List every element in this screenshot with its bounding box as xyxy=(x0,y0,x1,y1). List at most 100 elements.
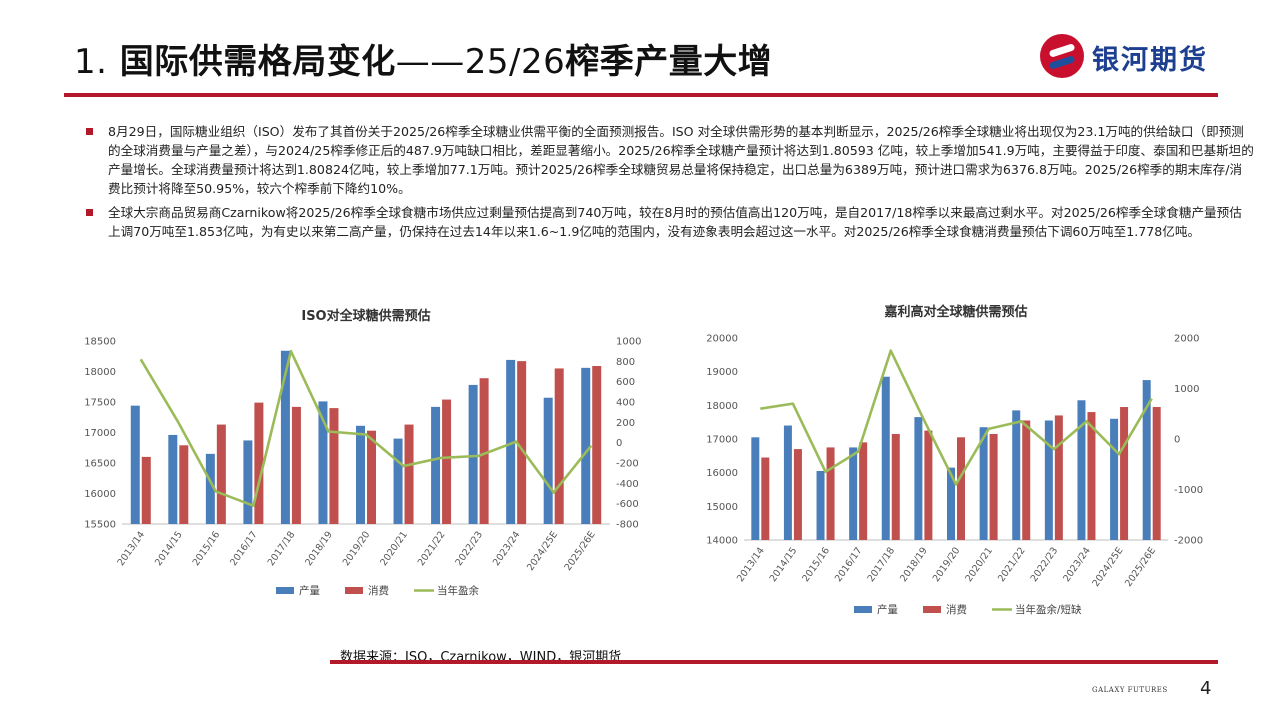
bar-production xyxy=(1142,380,1151,540)
bar-consumption xyxy=(793,449,802,540)
y-left-tick-label: 17000 xyxy=(706,435,738,446)
bar-consumption xyxy=(367,430,376,524)
bar-production xyxy=(1110,418,1119,540)
bar-consumption xyxy=(404,424,414,524)
bar-consumption xyxy=(859,442,868,540)
x-category-label: 2013/14 xyxy=(116,529,148,568)
galaxy-futures-logo: 银河期货 xyxy=(1040,34,1220,78)
y-right-tick-label: 1000 xyxy=(1174,384,1199,395)
bar-production xyxy=(581,367,591,524)
bar-production xyxy=(751,437,760,540)
y-right-tick-label: -1000 xyxy=(1174,485,1203,496)
bar-production xyxy=(1012,410,1021,540)
legend-label: 消费 xyxy=(368,584,389,597)
legend-swatch-consumption xyxy=(345,587,363,594)
y-left-tick-label: 16000 xyxy=(84,489,116,500)
bar-consumption xyxy=(1152,407,1161,540)
x-category-label: 2017/18 xyxy=(266,529,298,568)
bar-consumption xyxy=(891,433,900,540)
y-right-tick-label: -600 xyxy=(616,499,639,510)
title-dash: ——25/26 xyxy=(395,42,566,82)
bar-consumption xyxy=(141,456,151,524)
bar-consumption xyxy=(989,433,998,540)
bar-production xyxy=(168,434,178,524)
title-main: 国际供需格局变化 xyxy=(119,42,396,82)
bar-production xyxy=(849,447,858,540)
bar-consumption xyxy=(329,408,339,524)
bar-production xyxy=(979,427,988,540)
bar-consumption xyxy=(592,366,602,524)
y-right-tick-label: 0 xyxy=(616,438,622,449)
y-right-tick-label: 800 xyxy=(616,357,635,368)
bar-consumption xyxy=(254,402,264,524)
legend-label: 当年盈余/短缺 xyxy=(1015,603,1082,616)
title-number: 1. xyxy=(74,42,108,82)
bar-production xyxy=(543,397,553,524)
y-right-tick-label: -2000 xyxy=(1174,536,1203,547)
x-category-label: 2022/23 xyxy=(1029,545,1061,584)
bar-consumption xyxy=(761,457,770,540)
bar-consumption xyxy=(924,430,933,540)
czarnikow-chart-svg: 嘉利高对全球糖供需预估 14000 15000 16000 17000 18000 1900… xyxy=(706,304,1203,616)
x-category-label: 2019/20 xyxy=(341,529,373,568)
bullet-item: 8月29日，国际糖业组织（ISO）发布了其首份关于2025/26榨季全球糖业供需… xyxy=(84,122,1254,198)
bar-production xyxy=(947,467,955,540)
y-left-tick-label: 15500 xyxy=(84,520,116,531)
bar-production xyxy=(783,425,792,540)
bar-production xyxy=(205,453,215,524)
x-category-label: 2016/17 xyxy=(228,529,260,568)
bar-consumption xyxy=(1022,420,1031,540)
bar-consumption xyxy=(479,378,489,524)
bar-production xyxy=(356,425,365,524)
bar-consumption xyxy=(442,399,452,524)
x-category-label: 2014/15 xyxy=(768,545,800,584)
legend-label: 产量 xyxy=(877,603,898,616)
chart-title: ISO对全球糖供需预估 xyxy=(301,308,430,324)
x-category-label: 2020/21 xyxy=(378,529,410,568)
y-right-tick-label: 400 xyxy=(616,398,635,409)
bullet-list: 8月29日，国际糖业组织（ISO）发布了其首份关于2025/26榨季全球糖业供需… xyxy=(84,122,1254,246)
y-right-tick-label: 0 xyxy=(1174,435,1180,446)
bar-consumption xyxy=(291,406,301,524)
logo-text: 银河期货 xyxy=(1092,45,1208,76)
x-category-label: 2023/24 xyxy=(1061,545,1093,584)
bar-production xyxy=(431,406,441,524)
y-left-tick-label: 18000 xyxy=(706,401,738,412)
bar-production xyxy=(393,438,403,524)
y-left-tick-label: 18000 xyxy=(84,367,116,378)
y-left-tick-label: 19000 xyxy=(706,367,738,378)
y-left-tick-label: 14000 xyxy=(706,536,738,547)
bar-consumption xyxy=(216,424,226,524)
bar-production xyxy=(1077,400,1086,540)
bar-consumption xyxy=(1120,407,1129,540)
x-category-label: 2016/17 xyxy=(833,545,865,584)
x-category-label: 2022/23 xyxy=(453,529,485,568)
bar-production xyxy=(468,384,478,524)
bar-consumption xyxy=(1087,412,1096,540)
surplus-line xyxy=(760,349,1153,486)
y-left-tick-label: 15000 xyxy=(706,502,738,513)
bar-consumption xyxy=(179,445,189,524)
footer-divider xyxy=(330,660,1218,664)
y-left-tick-label: 16500 xyxy=(84,459,116,470)
x-category-label: 2023/24 xyxy=(491,529,523,568)
x-category-label: 2018/19 xyxy=(898,545,930,584)
bar-production xyxy=(816,470,825,540)
chart-title: 嘉利高对全球糖供需预估 xyxy=(883,304,1027,320)
page-number: 4 xyxy=(1200,678,1212,699)
y-right-tick-label: 200 xyxy=(616,418,635,429)
x-category-label: 2019/20 xyxy=(931,545,963,584)
legend-label: 产量 xyxy=(299,584,320,597)
y-left-tick-label: 17500 xyxy=(84,398,116,409)
bar-production xyxy=(130,405,140,524)
surplus-line xyxy=(139,349,593,507)
bar-production xyxy=(881,376,890,540)
legend-swatch-production xyxy=(276,587,294,594)
x-category-label: 2025/26E xyxy=(563,529,598,573)
footer-brand: GALAXY FUTURES xyxy=(1092,686,1168,694)
y-right-tick-label: -200 xyxy=(616,459,639,470)
bar-production xyxy=(280,350,290,524)
x-category-label: 2021/22 xyxy=(996,545,1028,584)
legend-swatch-consumption xyxy=(923,606,941,613)
bar-production xyxy=(318,401,328,524)
